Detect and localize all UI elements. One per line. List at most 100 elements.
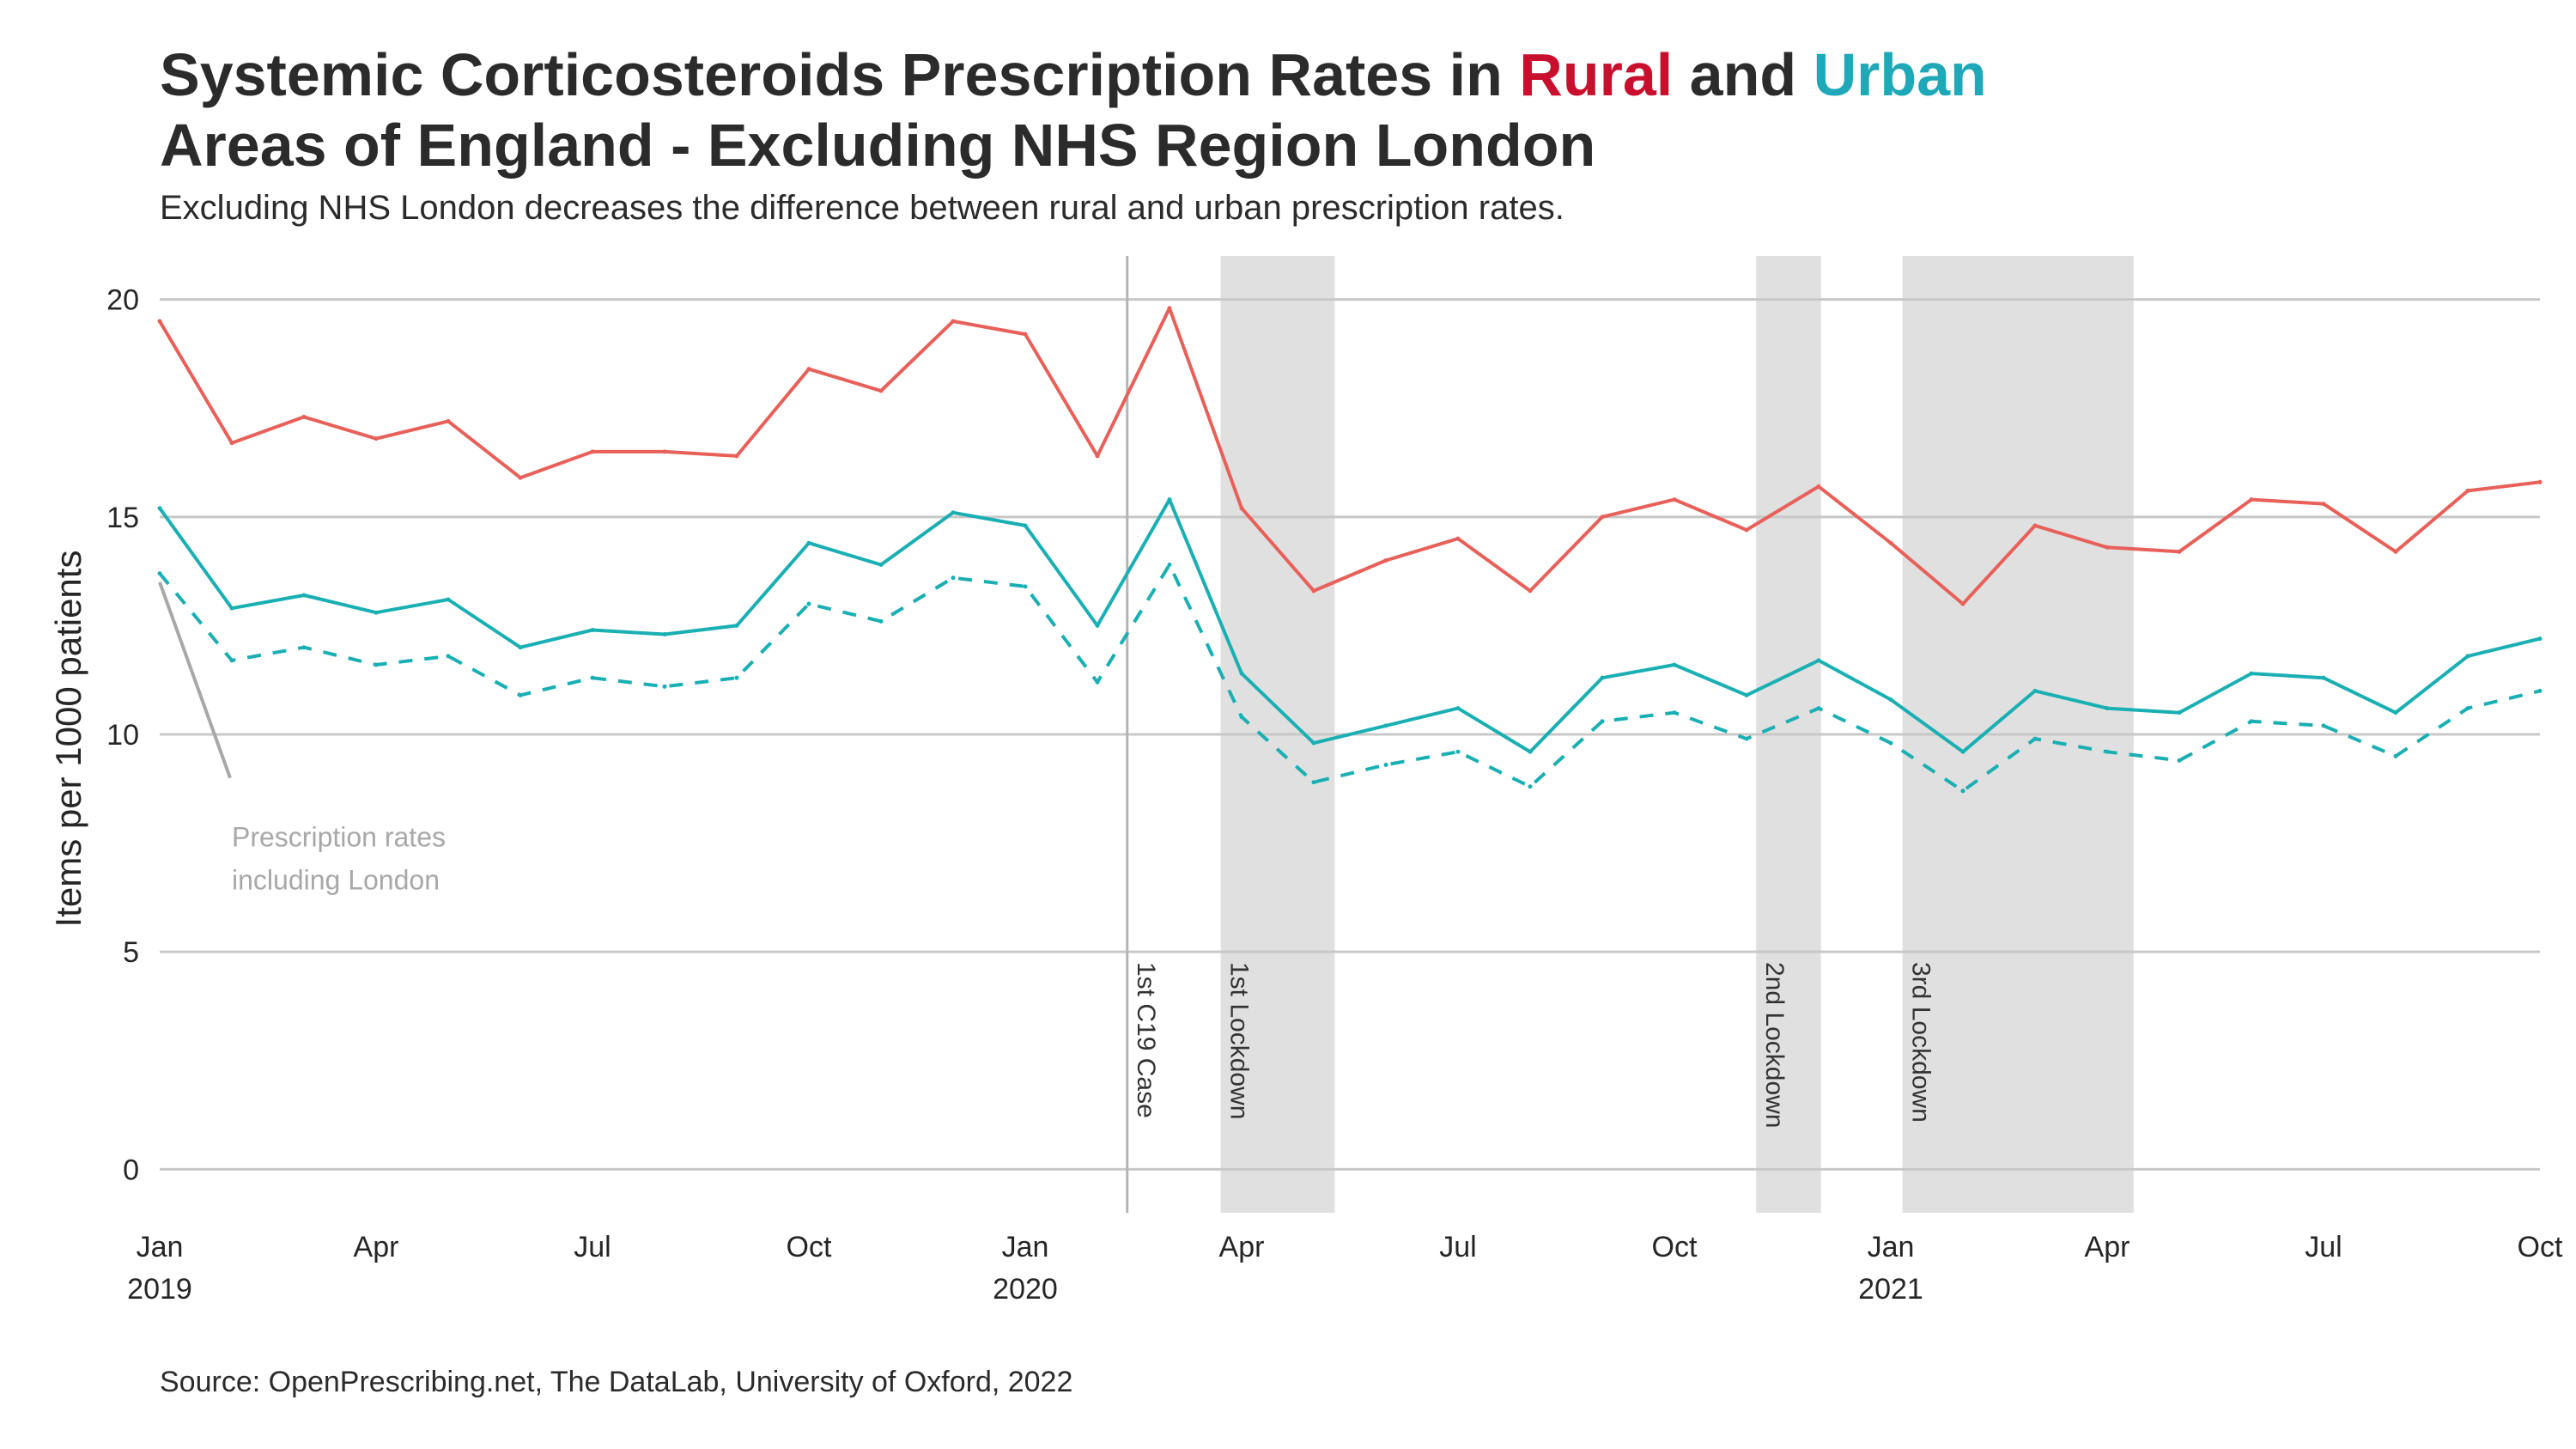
y-axis-label: Items per 1000 patients (48, 551, 88, 928)
series-2-point-32 (2465, 706, 2470, 711)
series-1-point-1 (229, 606, 234, 611)
series-0-point-15 (1239, 506, 1244, 511)
annotation: Prescription rates including London (158, 581, 446, 896)
series-0-point-4 (446, 418, 451, 423)
series-2-point-5 (518, 692, 523, 697)
series-1-point-19 (1528, 749, 1533, 754)
series-0-point-7 (662, 449, 667, 454)
x-axis: Jan 2019 Apr Jul Oct Jan 2020 Apr Jul Oct Jan 2021 A… (127, 1231, 2563, 1306)
series-0-point-11 (951, 319, 956, 324)
series-2-point-24 (1888, 740, 1893, 746)
x-tick-year-4: 2020 (993, 1273, 1058, 1306)
annotation-text-line-0: Prescription rates (232, 822, 446, 853)
event-label-1: 1st Lockdown (1225, 962, 1254, 1119)
series-2-point-14 (1167, 563, 1172, 568)
series-1-point-11 (951, 510, 956, 515)
series-0-point-24 (1888, 540, 1893, 545)
series-1-point-15 (1239, 671, 1244, 676)
series-1-point-29 (2249, 671, 2254, 676)
series-2-point-26 (2032, 736, 2038, 741)
y-tick-label-0: 0 (123, 1154, 139, 1186)
series-1-point-7 (662, 632, 667, 637)
source-caption: Source: OpenPrescribing.net, The DataLab… (160, 1366, 1073, 1398)
series-1-point-31 (2393, 710, 2398, 715)
x-tick-label-6: Jul (1439, 1231, 1476, 1263)
chart-title: Systemic Corticosteroids Prescription Ra… (160, 40, 1987, 180)
series-2-point-18 (1455, 749, 1461, 754)
x-tick-year-8: 2021 (1858, 1273, 1923, 1306)
y-tick-label-5: 5 (123, 936, 139, 969)
series-0-point-33 (2537, 479, 2543, 484)
x-tick-label-11: Oct (2518, 1231, 2563, 1263)
series-2-point-16 (1311, 780, 1316, 785)
series-2-point-23 (1816, 706, 1821, 711)
series-1-point-30 (2321, 675, 2326, 680)
series-2-point-21 (1672, 710, 1677, 715)
y-tick-label-10: 10 (106, 719, 139, 752)
series-1-point-17 (1383, 723, 1388, 728)
event-label-3: 3rd Lockdown (1907, 962, 1935, 1123)
title-part1: Systemic Corticosteroids Prescription Ra… (160, 41, 1520, 108)
series-1-point-16 (1311, 740, 1316, 746)
title-and-word: and (1673, 41, 1814, 108)
series-1-point-27 (2105, 706, 2110, 711)
x-tick-label-5: Apr (1219, 1231, 1265, 1263)
series-2-point-17 (1383, 762, 1388, 767)
series-0-point-2 (301, 414, 307, 419)
series-0-point-5 (518, 475, 523, 480)
series-2-point-3 (374, 662, 379, 667)
series-2-point-7 (662, 684, 667, 689)
title-urban-word: Urban (1813, 41, 1987, 108)
series-1-point-9 (806, 540, 811, 545)
x-tick-label-1: Apr (354, 1231, 399, 1263)
series-1-point-4 (446, 597, 451, 602)
series-1-point-6 (590, 627, 595, 632)
series-line-rural (158, 306, 2541, 606)
series-1-point-14 (1167, 497, 1172, 502)
chart-subtitle: Excluding NHS London decreases the diffe… (160, 189, 1564, 227)
series-1-point-24 (1888, 697, 1893, 702)
series-1-point-21 (1672, 662, 1677, 667)
annotation-pointer (158, 581, 232, 779)
x-tick-label-8: Jan (1868, 1231, 1915, 1263)
series-0-point-6 (590, 449, 595, 454)
series-0-point-0 (157, 319, 162, 324)
series-2-point-13 (1095, 679, 1100, 685)
series-2-point-10 (878, 618, 884, 624)
series-0-point-27 (2105, 545, 2110, 550)
series-2-point-28 (2177, 758, 2182, 763)
series-1-point-25 (1960, 749, 1965, 754)
series-1-point-13 (1095, 623, 1100, 628)
series-1-point-33 (2537, 636, 2543, 642)
series-0-point-22 (1744, 527, 1749, 533)
series-line-dashed-2 (158, 563, 2541, 793)
series-1-point-12 (1023, 523, 1028, 528)
series-2-point-11 (951, 575, 956, 581)
series-1-point-28 (2177, 710, 2182, 715)
series-0-point-12 (1023, 332, 1028, 337)
y-tick-label-15: 15 (106, 502, 139, 534)
series-lines (157, 306, 2543, 794)
series-1-point-23 (1816, 658, 1821, 663)
event-label-2: 2nd Lockdown (1760, 962, 1789, 1128)
series-0-point-23 (1816, 484, 1821, 489)
event-labels: 1st C19 Case 1st Lockdown 2nd Lockdown 3rd … (1132, 962, 1935, 1128)
title-line2: Areas of England - Excluding NHS Region … (160, 112, 1596, 179)
series-2-point-19 (1528, 784, 1533, 789)
x-tick-label-3: Oct (787, 1231, 832, 1263)
series-0-point-3 (374, 436, 379, 441)
series-0-point-25 (1960, 601, 1965, 606)
series-2-point-6 (590, 675, 595, 680)
series-2-point-9 (806, 601, 811, 606)
series-1-point-0 (157, 506, 162, 511)
x-tick-label-2: Jul (574, 1231, 611, 1263)
series-0-point-9 (806, 367, 811, 372)
x-tick-label-9: Apr (2085, 1231, 2130, 1263)
series-2-point-33 (2537, 688, 2543, 693)
title-rural-word: Rural (1519, 41, 1674, 108)
series-1-point-32 (2465, 654, 2470, 659)
series-2-point-8 (734, 675, 739, 680)
series-1-point-3 (374, 610, 379, 615)
series-1-point-22 (1744, 692, 1749, 697)
series-1-point-20 (1600, 675, 1605, 680)
